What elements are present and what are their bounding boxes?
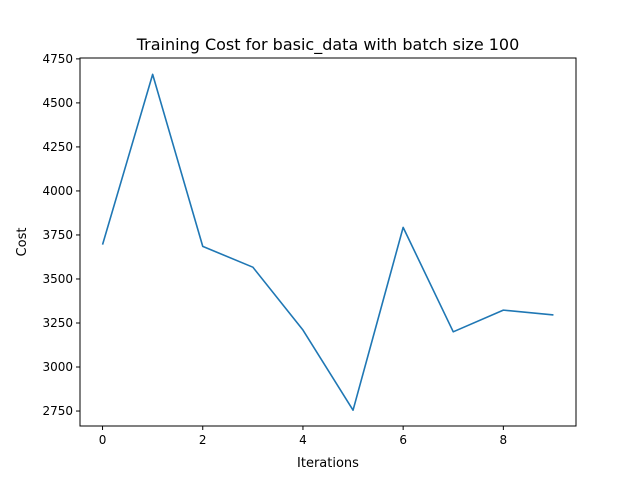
plot-frame bbox=[79, 57, 577, 427]
y-tick-label: 3250 bbox=[42, 316, 73, 330]
x-tick-label: 6 bbox=[399, 433, 407, 447]
y-axis-ticks: 2750 3000 3250 3500 3750 4000 4250 4500 4750 bbox=[42, 52, 80, 418]
series-line-cost bbox=[101, 73, 554, 411]
x-tick-label: 4 bbox=[299, 433, 307, 447]
y-tick-label: 4250 bbox=[42, 140, 73, 154]
y-tick-label: 3500 bbox=[42, 272, 73, 286]
series-layer bbox=[101, 73, 554, 411]
y-tick-label: 4500 bbox=[42, 96, 73, 110]
x-tick-label: 2 bbox=[199, 433, 207, 447]
y-tick-label: 4750 bbox=[42, 52, 73, 66]
y-axis-label: Cost bbox=[15, 228, 30, 257]
x-axis-label: Iterations bbox=[297, 456, 359, 471]
y-tick-label: 3750 bbox=[42, 228, 73, 242]
chart-title: Training Cost for basic_data with batch … bbox=[136, 35, 520, 55]
y-tick-label: 2750 bbox=[42, 404, 73, 418]
x-axis-ticks: 0 2 4 6 8 bbox=[99, 426, 507, 447]
y-tick-label: 3000 bbox=[42, 360, 73, 374]
x-tick-label: 8 bbox=[500, 433, 508, 447]
x-tick-label: 0 bbox=[99, 433, 107, 447]
y-tick-label: 4000 bbox=[42, 184, 73, 198]
